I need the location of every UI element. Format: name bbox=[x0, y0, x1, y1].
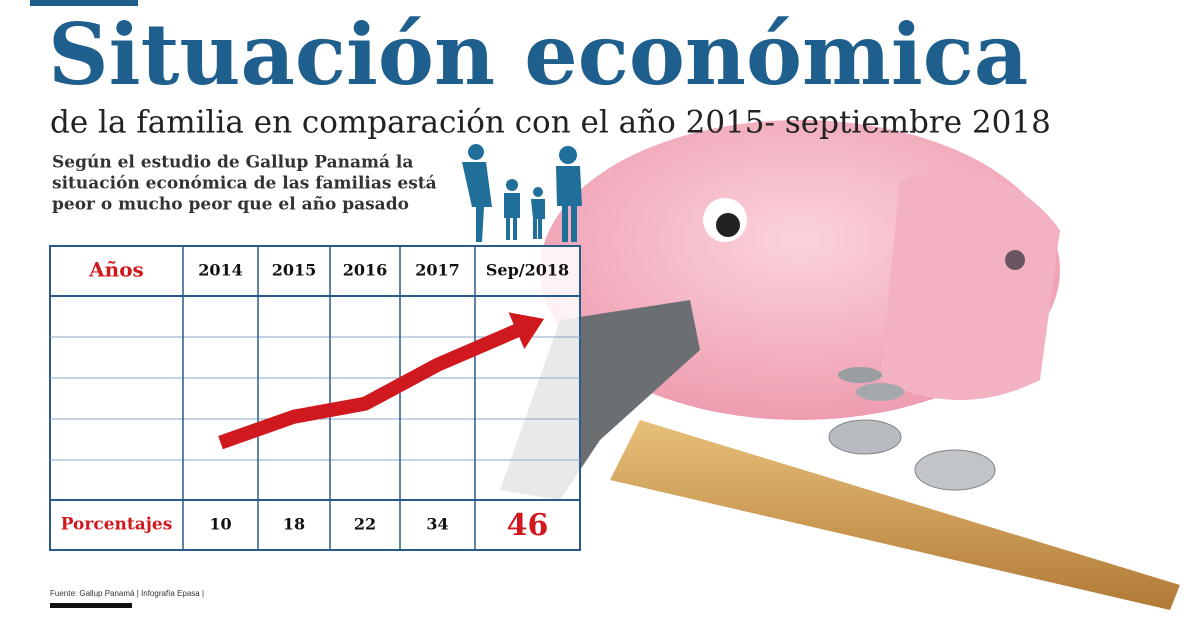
x-tick-label: 2017 bbox=[415, 261, 460, 280]
value-label: 34 bbox=[426, 515, 448, 534]
value-label: 18 bbox=[283, 515, 305, 534]
x-tick-label: 2016 bbox=[343, 261, 388, 280]
value-label: 10 bbox=[209, 515, 231, 534]
source-bar bbox=[50, 603, 132, 608]
arrow-head bbox=[508, 312, 545, 350]
value-label: 22 bbox=[354, 515, 376, 534]
source: Fuente: Gallup Panamá | Infografía Epasa… bbox=[50, 589, 204, 598]
x-tick-label: 2014 bbox=[198, 261, 243, 280]
title: Situación económica bbox=[48, 5, 1028, 104]
x-tick-label: 2015 bbox=[272, 261, 317, 280]
trend-line bbox=[218, 319, 531, 450]
family-icon bbox=[462, 144, 582, 242]
description-line: peor o mucho peor que el año pasado bbox=[52, 195, 409, 215]
value-header: Porcentajes bbox=[61, 515, 173, 535]
category-header: Años bbox=[88, 258, 144, 282]
value-label: 46 bbox=[507, 508, 549, 543]
photo bbox=[500, 120, 1180, 610]
description-line: situación económica de las familias está bbox=[52, 174, 437, 194]
description-line: Según el estudio de Gallup Panamá la bbox=[52, 153, 413, 173]
top-bar bbox=[30, 0, 138, 6]
subtitle: de la familia en comparación con el año … bbox=[50, 105, 1051, 141]
x-tick-label: Sep/2018 bbox=[486, 261, 569, 280]
table-bg bbox=[49, 245, 581, 551]
